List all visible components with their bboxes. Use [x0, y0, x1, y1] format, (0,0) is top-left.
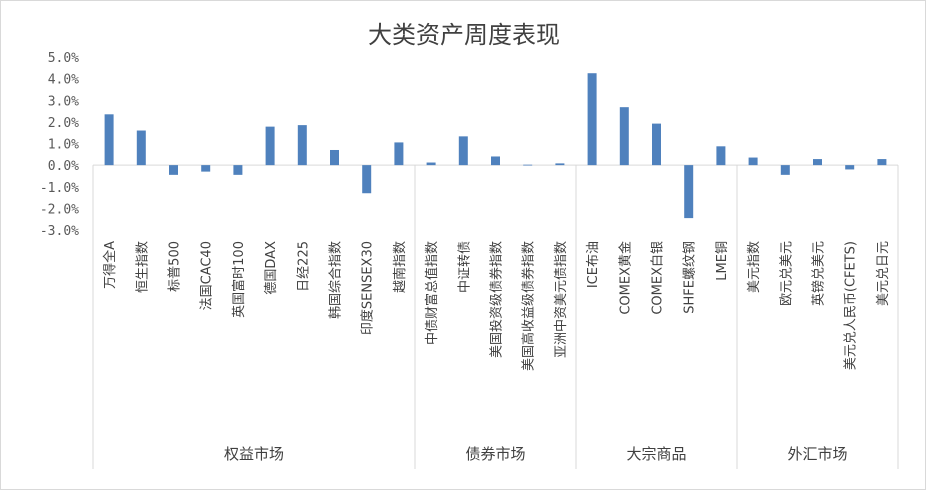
chart-title: 大类资产周度表现 [368, 21, 560, 49]
y-tick-label: -2.0% [40, 202, 79, 217]
bar [684, 165, 694, 219]
bar [169, 165, 178, 175]
category-label: COMEX黄金 [617, 241, 633, 315]
group-label: 债券市场 [465, 445, 525, 463]
category-label: ICE布油 [586, 241, 601, 288]
bar [426, 162, 436, 166]
category-label: 英国富时100 [231, 241, 247, 318]
category-label: 标普500 [168, 241, 183, 292]
y-tick-label: 5.0% [48, 51, 79, 66]
bar [716, 146, 726, 166]
category-label: COMEX白银 [650, 241, 666, 315]
category-label: 亚洲中资美元债指数 [554, 241, 569, 358]
bar [491, 156, 500, 166]
group-label: 大宗商品 [626, 445, 686, 463]
category-label: 万得全A [102, 241, 118, 289]
bar [813, 159, 822, 166]
category-label: 日经225 [296, 241, 311, 292]
category-label: 中证转债 [457, 241, 472, 293]
category-label: 美元兑人民币(CFETS) [844, 241, 859, 370]
category-label: LME铜 [715, 241, 730, 281]
bar [555, 163, 565, 166]
bar [297, 125, 307, 166]
bar [136, 130, 146, 166]
category-label: 中债财富总值指数 [424, 241, 440, 345]
bar [748, 157, 758, 166]
y-tick-label: 2.0% [48, 116, 79, 131]
bar [265, 126, 275, 166]
group-label: 权益市场 [224, 445, 284, 463]
bar [104, 114, 114, 166]
bar [619, 107, 629, 166]
y-tick-label: 0.0% [48, 159, 79, 174]
bar [877, 159, 887, 166]
category-label: 美国高收益级债券指数 [521, 241, 537, 371]
y-tick-label: 4.0% [48, 73, 79, 88]
bar [362, 165, 372, 194]
category-label: 英镑兑美元 [811, 241, 827, 306]
y-tick-label: -1.0% [40, 181, 79, 196]
category-label: 美元指数 [747, 241, 762, 293]
bar [652, 123, 661, 166]
category-label: 印度SENSEX30 [360, 241, 376, 335]
group-label: 外汇市场 [787, 445, 847, 463]
y-tick-label: 1.0% [48, 138, 79, 153]
category-label: 法国CAC40 [200, 241, 215, 310]
bar [587, 73, 597, 166]
category-label: 韩国综合指数 [329, 241, 344, 319]
bar [845, 165, 855, 170]
category-label: 欧元兑美元 [779, 241, 794, 306]
bar [780, 165, 790, 175]
bar [394, 142, 404, 166]
bar [201, 165, 211, 172]
bar [523, 164, 533, 166]
category-label: 美元兑日元 [876, 241, 891, 306]
bar [233, 165, 243, 175]
y-tick-label: -3.0% [40, 224, 79, 239]
category-label: 恒生指数 [135, 241, 150, 293]
y-tick-label: 3.0% [48, 94, 79, 109]
category-label: SHFE螺纹钢 [683, 241, 698, 314]
bar [330, 149, 339, 166]
category-label: 越南指数 [392, 241, 408, 293]
category-label: 德国DAX [264, 241, 279, 295]
bar [458, 136, 468, 166]
category-label: 美国投资级债券指数 [489, 241, 505, 358]
